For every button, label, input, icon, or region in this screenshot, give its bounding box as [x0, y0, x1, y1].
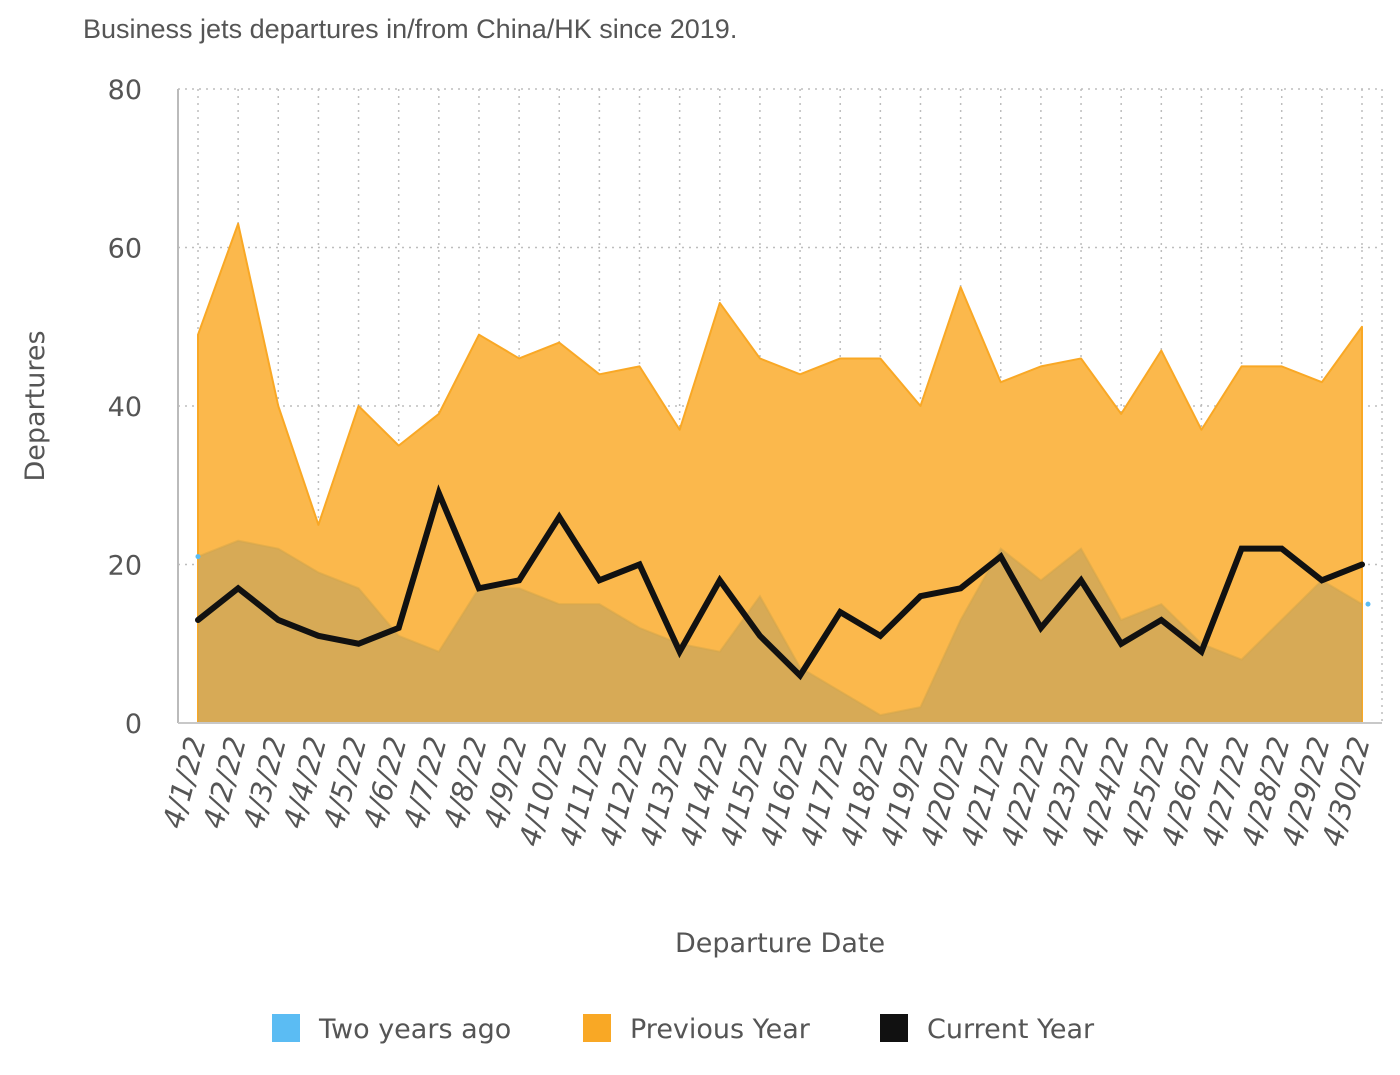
y-tick-label: 60	[108, 234, 142, 265]
legend-label-previous-year: Previous Year	[630, 1014, 810, 1045]
x-axis-label: Departure Date	[675, 928, 885, 959]
x-tick-labels: 4/1/224/2/224/3/224/4/224/5/224/6/224/7/…	[156, 733, 1377, 850]
legend: Two years ago Previous Year Current Year	[0, 1008, 1400, 1052]
y-axis-label: Departures	[20, 330, 51, 481]
series-line-current-year	[195, 484, 1365, 681]
y-tick-labels: 0 20 40 60 80	[108, 75, 142, 740]
chart-plot: 0 20 40 60 80 4/1/224/2/224/3/224/4/224/5/22…	[20, 75, 1383, 959]
series-point-two-years-ago-first	[195, 554, 201, 560]
legend-swatch-previous-year	[583, 1014, 611, 1042]
chart-title: Business jets departures in/from China/H…	[83, 14, 738, 44]
y-tick-label: 80	[108, 75, 142, 106]
y-tick-label: 20	[108, 551, 142, 582]
legend-swatch-current-year	[880, 1014, 908, 1042]
legend-swatch-two-years-ago	[272, 1014, 300, 1042]
y-tick-label: 40	[108, 392, 142, 423]
y-tick-label: 0	[125, 709, 142, 740]
series-area-two-years-ago	[198, 540, 1362, 723]
series-point-two-years-ago-last	[1365, 601, 1371, 607]
series-layer	[195, 222, 1371, 724]
legend-label-two-years-ago: Two years ago	[319, 1014, 512, 1045]
axis-layer	[177, 89, 1382, 724]
legend-label-current-year: Current Year	[927, 1014, 1095, 1045]
